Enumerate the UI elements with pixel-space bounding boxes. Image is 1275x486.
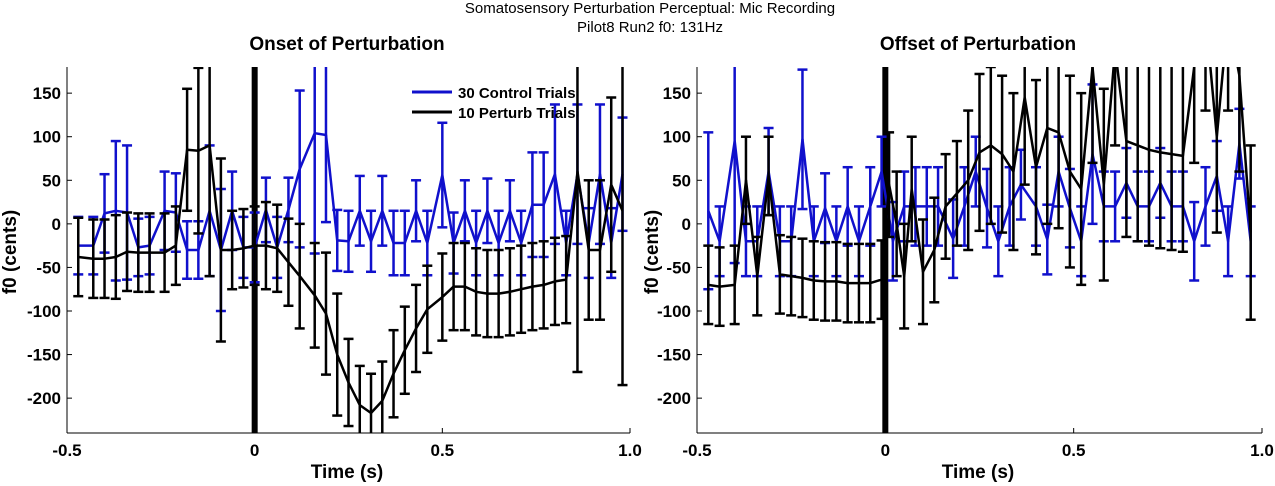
offset-perturb-line	[708, 67, 1252, 288]
offset-control-line	[707, 138, 1252, 243]
offset-panel: Offset of Perturbation -200 -150 -100 -50 0 5…	[642, 34, 1274, 483]
onset-ytick-label: 100	[33, 128, 61, 147]
offset-ytick-label: 50	[672, 171, 691, 190]
offset-ytick-label: -200	[657, 389, 691, 408]
onset-ytick-label: 50	[42, 171, 61, 190]
onset-ytick-label: -200	[27, 389, 61, 408]
onset-control-line	[78, 131, 624, 252]
onset-xtick-label: 0	[250, 441, 259, 460]
offset-xtick-label: 0	[881, 441, 890, 460]
onset-ytick-label: 150	[33, 84, 61, 103]
onset-ytick-label: -50	[36, 258, 61, 277]
legend-control-label: 30 Control Trials	[458, 85, 576, 102]
offset-plot-area: -200 -150 -100 -50 0 50 100 150 -0.5 0 0.5 1.0	[657, 67, 1274, 460]
offset-ytick-label: 0	[682, 215, 691, 234]
legend-perturb-label: 10 Perturb Trials	[458, 105, 576, 122]
figure-suptitle-line2: Pilot8 Run2 f0: 131Hz	[577, 19, 723, 36]
onset-ytick-label: 0	[52, 215, 61, 234]
offset-ytick-label: 100	[663, 128, 691, 147]
onset-ytick-label: -150	[27, 346, 61, 365]
onset-xaxis-label: Time (s)	[311, 462, 384, 483]
offset-ytick-label: -150	[657, 346, 691, 365]
offset-xaxis-label: Time (s)	[942, 462, 1015, 483]
offset-xtick-label: 0.5	[1062, 441, 1086, 460]
onset-data-layer	[73, 67, 628, 433]
onset-perturb-line	[78, 144, 624, 415]
offset-ytick-label: -100	[657, 302, 691, 321]
offset-ytick-label: 150	[663, 84, 691, 103]
offset-xtick-label: 1.0	[1250, 441, 1274, 460]
offset-yaxis-label: f0 (cents)	[642, 210, 663, 294]
onset-xtick-label: 1.0	[618, 441, 642, 460]
onset-plot-area: -200 -150 -100 -50 0 50 100 150 -0.5 0 0.5 1.0	[27, 67, 642, 460]
offset-ytick-label: -50	[666, 258, 691, 277]
figure-suptitle-line1: Somatosensory Perturbation Perceptual: M…	[465, 0, 835, 17]
offset-data-layer	[703, 67, 1256, 433]
onset-panel-title: Onset of Perturbation	[249, 34, 444, 55]
chart-legend: 30 Control Trials 10 Perturb Trials	[412, 85, 576, 122]
onset-xtick-label: -0.5	[52, 441, 81, 460]
onset-yaxis-label: f0 (cents)	[0, 210, 21, 294]
onset-xtick-label: 0.5	[431, 441, 455, 460]
offset-xtick-label: -0.5	[682, 441, 711, 460]
onset-panel: Onset of Perturbation -200 -150 -100 -50 0 50…	[0, 34, 642, 483]
onset-ytick-label: -100	[27, 302, 61, 321]
offset-panel-title: Offset of Perturbation	[880, 34, 1076, 55]
